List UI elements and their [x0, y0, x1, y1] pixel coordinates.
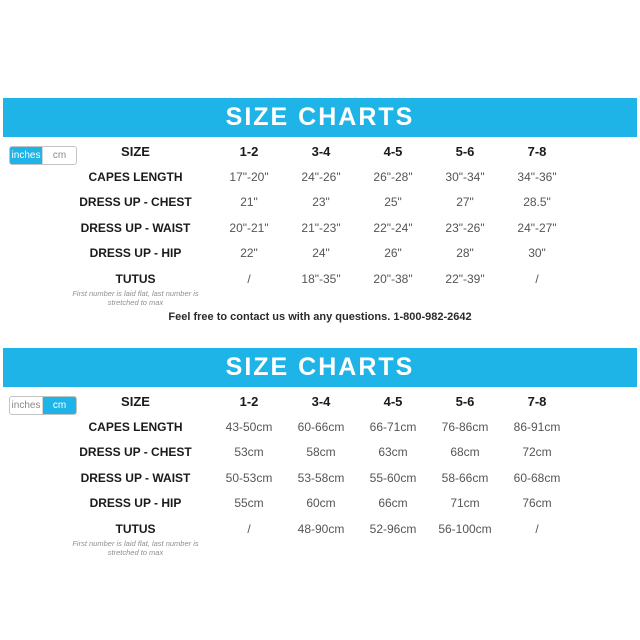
size-value: 53-58cm	[297, 470, 345, 485]
footnote: First number is laid flat, last number i…	[72, 289, 199, 308]
row-label-dress-up-chest: DRESS UP - CHEST	[79, 195, 192, 210]
size-chart-cm: SIZE CHARTS inches cm SIZE 1-2 3-4 4-5 5…	[0, 348, 640, 557]
size-table: SIZE 1-2 3-4 4-5 5-6 7-8 CAPES LENGTH 17…	[58, 139, 640, 291]
column-header-1-2: 1-2	[239, 394, 259, 410]
row-label-dress-up-waist: DRESS UP - WAIST	[80, 470, 191, 485]
size-value: 23"	[312, 195, 330, 210]
size-table: SIZE 1-2 3-4 4-5 5-6 7-8 CAPES LENGTH 43…	[58, 389, 640, 541]
size-value: 26"	[384, 246, 402, 261]
size-value: /	[535, 271, 539, 286]
size-value: 86-91cm	[513, 420, 561, 435]
size-value: 25"	[384, 195, 402, 210]
size-value: 76cm	[522, 496, 552, 511]
size-value: 18"-35"	[301, 271, 341, 286]
size-value: 63cm	[378, 445, 408, 460]
size-value: /	[247, 271, 251, 286]
size-value: 17"-20"	[229, 170, 269, 185]
row-label-dress-up-chest: DRESS UP - CHEST	[79, 445, 192, 460]
inches-toggle-button[interactable]: inches	[10, 147, 43, 164]
size-value: 55cm	[234, 496, 264, 511]
size-value: 21"	[240, 195, 258, 210]
column-header-7-8: 7-8	[527, 394, 547, 410]
inches-toggle-button[interactable]: inches	[10, 397, 43, 414]
column-header-3-4: 3-4	[311, 144, 331, 160]
size-value: 20"-38"	[373, 271, 413, 286]
size-value: 50-53cm	[225, 470, 273, 485]
size-value: 52-96cm	[369, 521, 417, 536]
size-value: 60-66cm	[297, 420, 345, 435]
size-value: /	[535, 521, 539, 536]
size-value: 60-68cm	[513, 470, 561, 485]
row-label-capes-length: CAPES LENGTH	[88, 170, 183, 185]
cm-toggle-button[interactable]: cm	[43, 397, 76, 414]
size-value: 22"-24"	[373, 220, 413, 235]
size-value: 58cm	[306, 445, 336, 460]
chart-header-banner: SIZE CHARTS	[3, 98, 637, 137]
column-header-1-2: 1-2	[239, 144, 259, 160]
cm-toggle-button[interactable]: cm	[52, 150, 67, 161]
size-value: 56-100cm	[438, 521, 492, 536]
row-label-dress-up-hip: DRESS UP - HIP	[89, 496, 182, 511]
unit-toggle: inches cm	[9, 396, 77, 415]
column-header-size: SIZE	[121, 394, 150, 410]
size-value: 28"	[456, 246, 474, 261]
size-value: 24"	[312, 246, 330, 261]
size-value: 28.5"	[523, 195, 551, 210]
chart-header-banner: SIZE CHARTS	[3, 348, 637, 387]
chart-title: SIZE CHARTS	[225, 353, 415, 381]
size-chart-inches: SIZE CHARTS inches cm SIZE 1-2 3-4 4-5 5…	[0, 98, 640, 323]
column-header-7-8: 7-8	[527, 144, 547, 160]
size-value: 66cm	[378, 496, 408, 511]
column-header-size: SIZE	[121, 144, 150, 160]
size-value: 22"-39"	[445, 271, 485, 286]
column-header-4-5: 4-5	[383, 144, 403, 160]
size-value: 34"-36"	[517, 170, 557, 185]
size-value: 21"-23"	[301, 220, 341, 235]
row-label-tutus: TUTUS	[115, 521, 156, 536]
size-value: 55-60cm	[369, 470, 417, 485]
size-value: 24"-27"	[517, 220, 557, 235]
contact-line: Feel free to contact us with any questio…	[168, 311, 472, 324]
column-header-5-6: 5-6	[455, 394, 475, 410]
column-header-3-4: 3-4	[311, 394, 331, 410]
row-label-dress-up-waist: DRESS UP - WAIST	[80, 220, 191, 235]
size-value: 53cm	[234, 445, 264, 460]
row-label-tutus: TUTUS	[115, 271, 156, 286]
size-value: 30"-34"	[445, 170, 485, 185]
footnote: First number is laid flat, last number i…	[72, 539, 199, 558]
size-value: 48-90cm	[297, 521, 345, 536]
size-value: 68cm	[450, 445, 480, 460]
size-value: 24"-26"	[301, 170, 341, 185]
size-value: 60cm	[306, 496, 336, 511]
size-value: 27"	[456, 195, 474, 210]
column-header-4-5: 4-5	[383, 394, 403, 410]
size-value: 20"-21"	[229, 220, 269, 235]
size-value: 76-86cm	[441, 420, 489, 435]
row-label-dress-up-hip: DRESS UP - HIP	[89, 246, 182, 261]
size-value: 26"-28"	[373, 170, 413, 185]
row-label-capes-length: CAPES LENGTH	[88, 420, 183, 435]
size-value: 58-66cm	[441, 470, 489, 485]
size-value: 66-71cm	[369, 420, 417, 435]
size-value: 43-50cm	[225, 420, 273, 435]
size-value: 30"	[528, 246, 546, 261]
size-value: 72cm	[522, 445, 552, 460]
column-header-5-6: 5-6	[455, 144, 475, 160]
size-value: 71cm	[450, 496, 480, 511]
size-value: 23"-26"	[445, 220, 485, 235]
unit-toggle: inches cm	[9, 146, 77, 165]
size-value: /	[247, 521, 251, 536]
size-value: 22"	[240, 246, 258, 261]
chart-title: SIZE CHARTS	[225, 103, 415, 131]
